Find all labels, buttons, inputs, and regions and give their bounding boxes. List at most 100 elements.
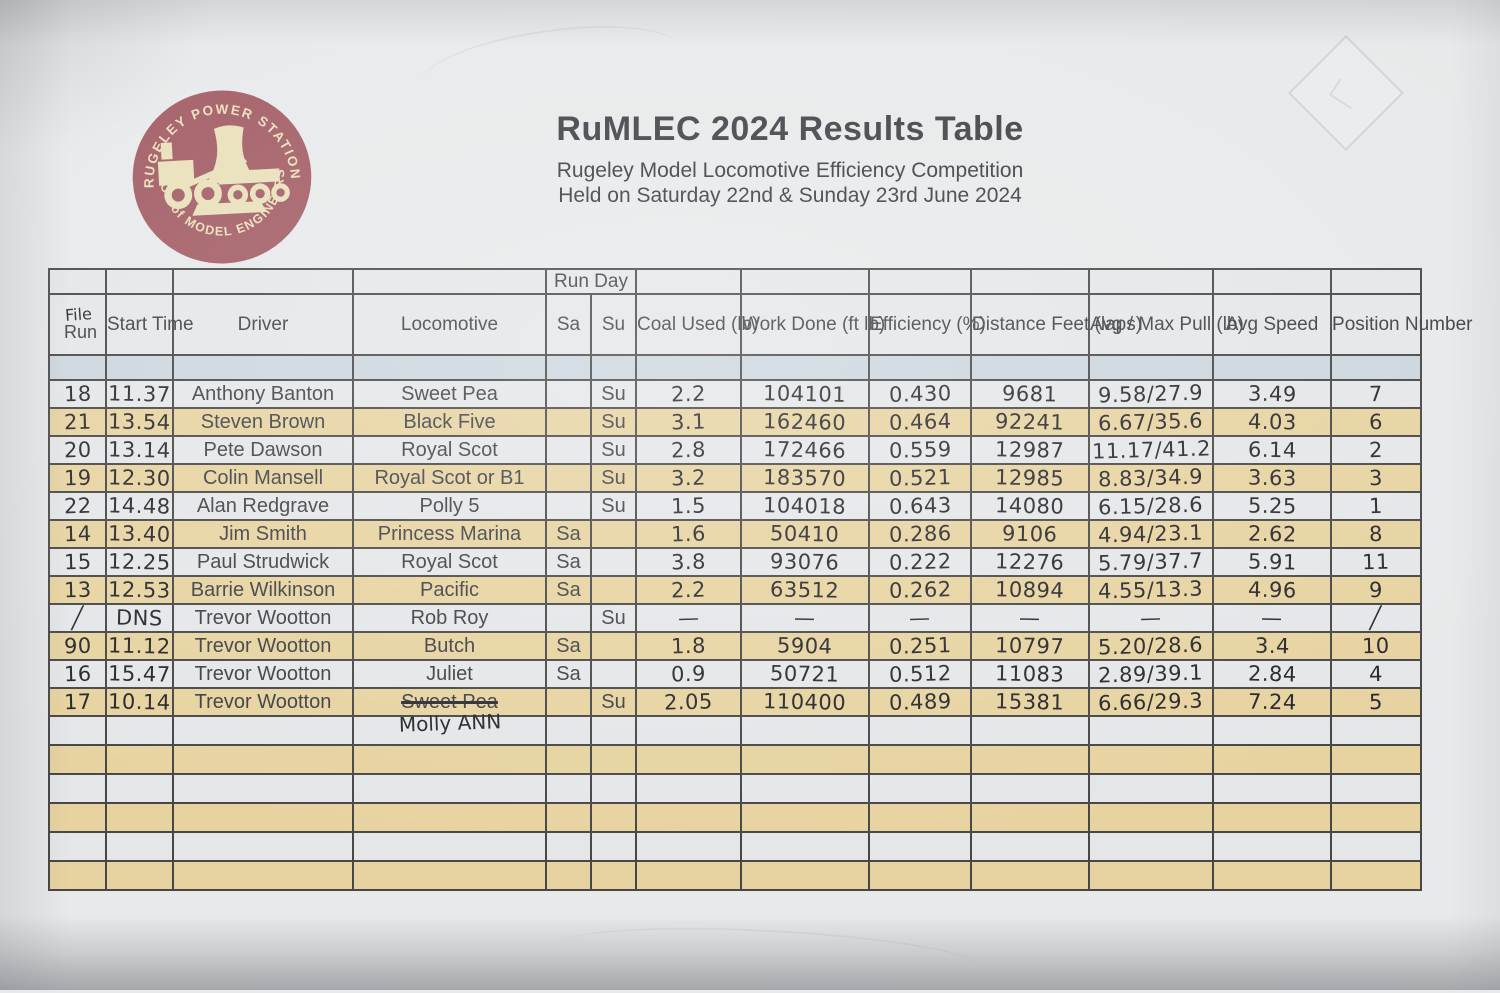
cell-file: 22 [48,491,107,521]
empty-cell [352,744,547,775]
empty-cell [635,802,743,833]
cell-work: 172466 [740,435,871,465]
cell-work-value: 183570 [763,465,847,491]
cell-dist-value: 10797 [995,633,1065,659]
locomotive-correction-note: Molly ANN [397,709,502,737]
cell-time-value: DNS [115,605,164,631]
empty-cell [105,773,174,804]
cell-file-value: 17 [63,689,92,715]
cell-loco: Rob Roy [352,603,547,633]
cell-speed-value: 4.03 [1247,409,1297,435]
header-file-run: File Run [48,293,107,356]
top-empty-cell [635,268,743,295]
cell-work: — [740,603,871,633]
cell-file-value: 20 [63,437,92,463]
cell-work-value: 172466 [763,437,847,463]
cell-pull: 4.55/13.3 [1088,575,1215,605]
run-day-label: Run Day [544,268,638,295]
header-sa: Sa [545,293,592,356]
top-empty-cell [740,268,871,295]
cell-pos: 4 [1330,659,1423,689]
cell-loco-value: Royal Scot [401,550,498,573]
cell-work: 93076 [740,547,871,577]
cell-coal-value: 2.2 [670,577,707,603]
empty-cell [48,802,107,833]
cell-sa-value: Sa [556,634,581,657]
cell-eff: 0.521 [868,463,973,493]
page-subtitle-1: Rugeley Model Locomotive Efficiency Comp… [556,159,1024,182]
cell-su: Su [589,435,638,465]
cell-work-value: 63512 [770,577,840,603]
cell-speed: — [1212,603,1333,633]
cell-coal-value: 2.05 [663,689,714,715]
paper-crease [416,12,684,120]
cell-sa: Sa [545,575,592,605]
header-avg-max-pull: Avg / Max Pull (lb) [1088,293,1244,356]
cell-dist: 10894 [970,575,1091,605]
cell-coal-value: 3.1 [670,409,707,435]
cell-loco-value: Pacific [420,578,479,601]
cell-driver: Paul Strudwick [172,547,354,577]
cell-pos: 3 [1330,463,1423,493]
cell-time-value: 13.40 [107,521,172,547]
cell-driver: Colin Mansell [172,463,354,493]
top-empty-cell [1330,268,1423,295]
cell-su: Su [589,379,638,409]
cell-file: 13 [48,575,107,605]
cell-dist-value: 10894 [995,577,1065,603]
cell-dist-value: 12987 [995,437,1065,463]
empty-cell [589,831,638,862]
cell-speed-value: 5.91 [1247,549,1297,575]
cell-coal-value: 2.2 [670,381,707,407]
cell-file: 18 [48,379,107,409]
cell-speed-value: 2.62 [1247,521,1297,547]
empty-cell [1212,802,1333,833]
cell-file: 19 [48,463,107,493]
empty-cell [1330,860,1423,891]
cell-coal: 2.2 [635,379,743,409]
cell-pos-value: ╱ [1369,605,1383,631]
cell-loco-value: Royal Scot [401,438,498,461]
cell-eff-value: 0.512 [888,661,952,687]
cell-loco: Royal Scot or B1 [352,463,547,493]
top-empty-cell [970,268,1091,295]
empty-cell [970,860,1091,891]
empty-cell [868,860,973,891]
empty-cell [970,802,1091,833]
cell-speed-value: 7.24 [1247,689,1297,715]
cell-time-value: 12.30 [107,465,172,491]
cell-speed-value: 3.49 [1247,381,1297,407]
empty-cell [740,802,871,833]
cell-dist: 15381 [970,687,1091,717]
cell-time: 14.48 [105,491,174,521]
cell-dist-value: 11083 [995,661,1065,687]
cell-dist: 92241 [970,407,1091,437]
empty-cell [868,831,973,862]
spacer-cell [589,354,638,381]
cell-eff-value: 0.262 [888,577,952,603]
empty-cell [172,860,354,891]
cell-eff: 0.262 [868,575,973,605]
empty-cell [635,860,743,891]
cell-coal: 2.2 [635,575,743,605]
cell-dist: 12276 [970,547,1091,577]
cell-driver-value: Barrie Wilkinson [190,578,336,601]
cell-file-value: 16 [63,661,92,687]
empty-cell [1212,715,1333,746]
cell-eff: 0.251 [868,631,973,661]
cell-time: 12.30 [105,463,174,493]
cell-loco: Polly 5 [352,491,547,521]
empty-cell: Molly ANN [352,709,547,746]
cell-time: 15.47 [105,659,174,689]
cell-pull: 6.66/29.3 [1088,687,1215,717]
cell-work: 104018 [740,491,871,521]
cell-loco-value: Royal Scot or B1 [374,466,525,489]
cell-loco-value: Black Five [403,410,496,433]
cell-pos: 1 [1330,491,1423,521]
cell-pull-value: 4.55/13.3 [1098,576,1204,604]
cell-su-value: Su [601,382,626,405]
cell-work: 162460 [740,407,871,437]
cell-su-value: Su [601,690,626,713]
cell-pos-value: 9 [1368,577,1384,603]
cell-pos-value: 10 [1361,633,1391,659]
